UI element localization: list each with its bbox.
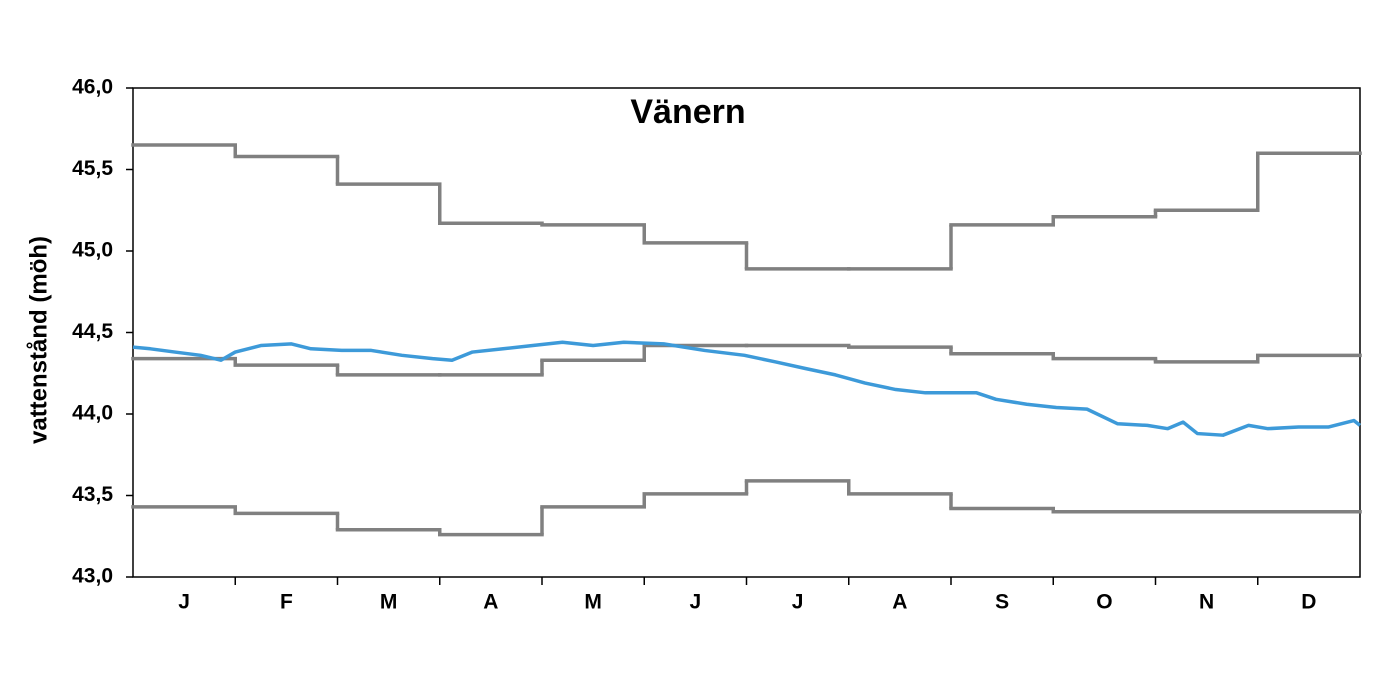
x-tick-label: S xyxy=(995,591,1009,614)
chart-title: Vänern xyxy=(630,93,745,131)
x-tick-label: F xyxy=(280,591,293,614)
data-line xyxy=(132,340,1362,437)
y-tick-label: 45,0 xyxy=(72,239,113,262)
x-tick-label: N xyxy=(1199,591,1214,614)
x-tick-label: M xyxy=(584,591,602,614)
y-tick-label: 44,5 xyxy=(72,320,113,343)
y-tick-label: 43,5 xyxy=(72,483,113,506)
x-tick-label: A xyxy=(892,591,907,614)
x-tick-label: M xyxy=(380,591,398,614)
x-tick-label: O xyxy=(1096,591,1112,614)
x-tick-label: A xyxy=(483,591,498,614)
x-tick-label: J xyxy=(178,591,190,614)
x-tick-label: D xyxy=(1301,591,1316,614)
y-tick-label: 46,0 xyxy=(72,76,113,99)
y-tick-label: 43,0 xyxy=(72,565,113,588)
y-axis-title: vattenstånd (möh) xyxy=(25,236,52,444)
y-tick-label: 44,0 xyxy=(72,402,113,425)
y-tick-label: 45,5 xyxy=(72,157,113,180)
x-tick-label: J xyxy=(690,591,702,614)
x-tick-label: J xyxy=(792,591,804,614)
